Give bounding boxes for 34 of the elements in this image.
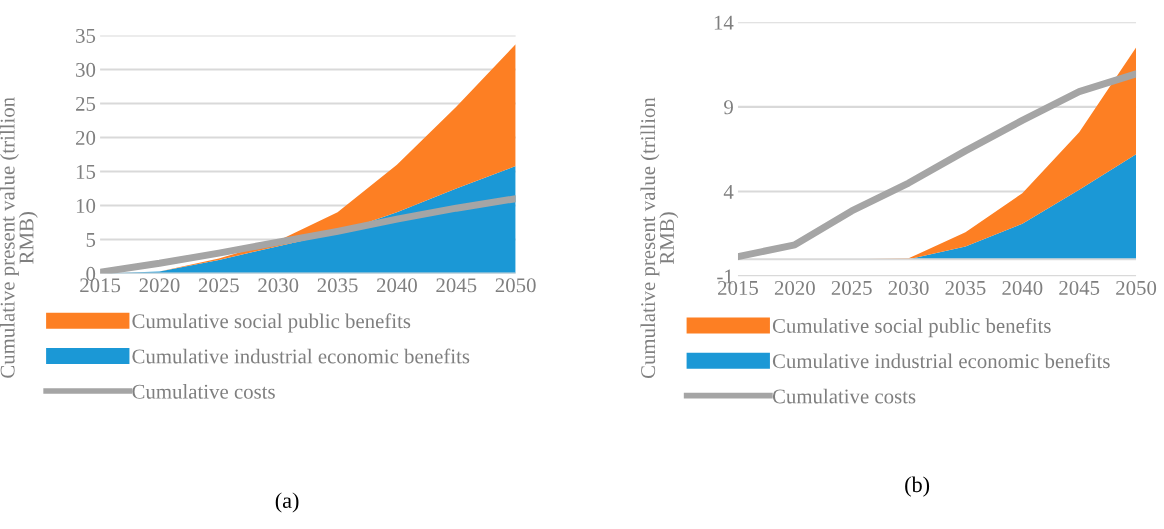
y-tick-label: 20 (76, 130, 96, 145)
y-axis-title: Cumulative present value (trillion RMB) (640, 97, 679, 379)
x-tick-label: 2035 (945, 280, 986, 295)
y-tick-label: 35 (76, 28, 96, 43)
y-tick-label: 15 (76, 164, 96, 179)
y-tick-label: 14 (714, 15, 734, 30)
x-tick-label: 2045 (1059, 280, 1100, 295)
x-tick-label: 2025 (831, 280, 872, 295)
x-tick-label: 2045 (436, 278, 477, 293)
legend-label: Cumulative industrial economic benefits (132, 348, 470, 364)
x-tick-label: 2050 (1116, 280, 1157, 295)
y-tick-label: 10 (76, 198, 96, 213)
y-tick-label: 5 (86, 233, 96, 247)
y-tick-label: 4 (723, 185, 734, 199)
x-tick-label: 2040 (1002, 280, 1043, 295)
x-tick-label: 2050 (495, 278, 536, 293)
y-axis-title: Cumulative present value (trillion RMB) (0, 97, 38, 378)
x-tick-label: 2030 (258, 278, 299, 293)
legend-label: Cumulative social public benefits (132, 313, 411, 333)
x-tick-label: 2020 (774, 280, 815, 295)
x-tick-label: 2040 (377, 278, 417, 293)
legend-label: Cumulative social public benefits (772, 318, 1051, 338)
x-tick-label: 2030 (888, 280, 929, 295)
text: (b) (905, 476, 930, 497)
y-tick-label: 9 (724, 100, 733, 115)
text: (a) (275, 492, 299, 513)
legend-label: Cumulative costs (772, 388, 916, 404)
legend-label: Cumulative industrial economic benefits (772, 353, 1110, 369)
x-tick-label: 2035 (317, 278, 358, 293)
x-tick-label: 2025 (198, 278, 239, 293)
y-tick-label: 30 (76, 62, 96, 77)
x-tick-label: 2020 (139, 278, 180, 293)
y-tick-label: 25 (76, 96, 96, 111)
legend-label: Cumulative costs (132, 384, 275, 399)
